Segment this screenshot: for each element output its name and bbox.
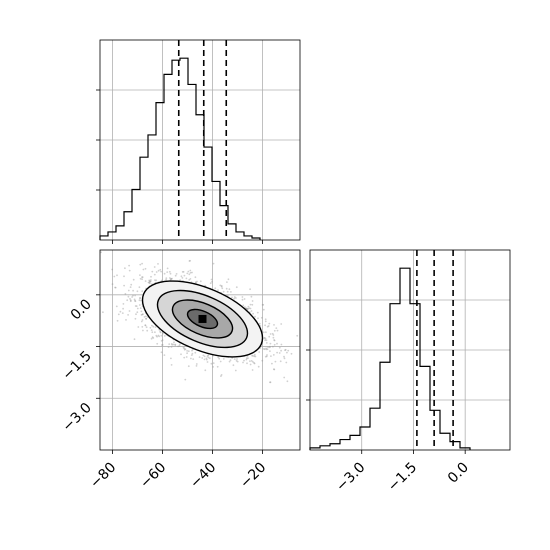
x1-tick-label-0: −80 <box>87 460 119 492</box>
hist-y-histogram-step <box>309 267 471 450</box>
x2-tick-label-2: 0.0 <box>445 460 472 487</box>
x1-tick-label-1: −60 <box>137 460 169 492</box>
histogram-parameter-1 <box>96 39 301 244</box>
y-tick-label-0: 0.0 <box>68 296 95 323</box>
histogram-parameter-2 <box>306 249 511 454</box>
joint-frame <box>99 249 301 451</box>
joint-plot-area <box>100 250 300 450</box>
hist-x-histogram-step <box>99 57 261 240</box>
x2-tick-label-0: −3.0 <box>333 460 368 495</box>
density-peak <box>198 314 207 323</box>
tick-labels: −80 −60 −40 −20 −3.0 −1.5 0.0 0.0 −1.5 −3.0 <box>59 296 472 495</box>
x2-tick-label-1: −1.5 <box>385 460 420 495</box>
hist-x-frame <box>99 39 301 241</box>
hist-y-frame <box>309 249 511 451</box>
y-tick-label-2: −3.0 <box>59 400 94 435</box>
x1-tick-label-3: −20 <box>237 460 269 492</box>
x1-tick-label-2: −40 <box>187 460 219 492</box>
y-tick-label-1: −1.5 <box>59 348 94 383</box>
joint-density-panel <box>96 249 301 454</box>
